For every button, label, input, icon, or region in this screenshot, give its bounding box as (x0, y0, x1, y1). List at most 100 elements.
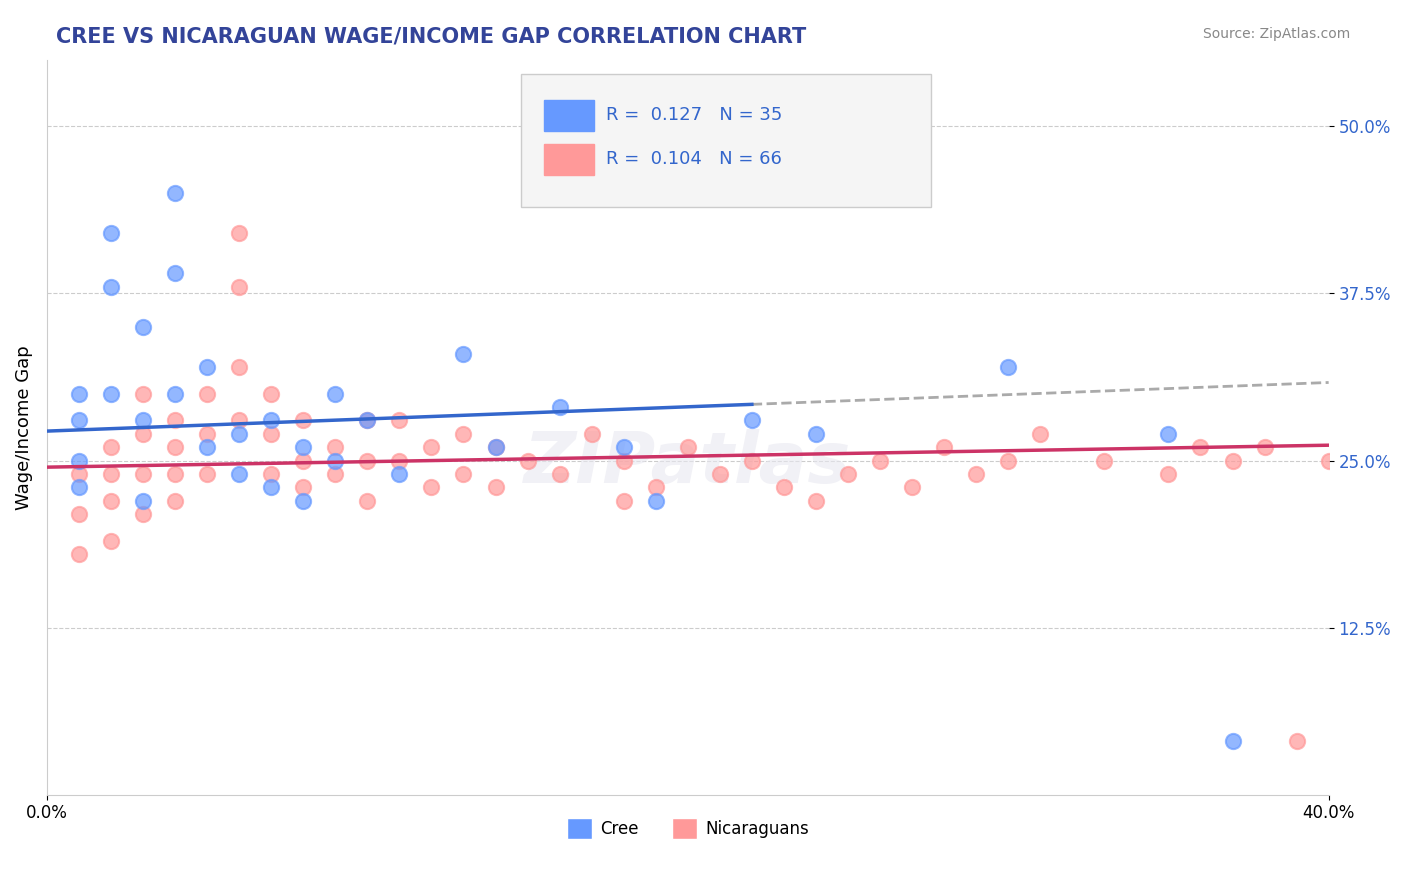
Text: R =  0.104   N = 66: R = 0.104 N = 66 (606, 150, 782, 168)
Point (965, 467, 987, 481)
Point (1157, 426, 1180, 441)
Point (195, 467, 218, 481)
Point (997, 359, 1019, 374)
Point (484, 480, 506, 494)
Point (260, 467, 283, 481)
Point (323, 440, 346, 454)
Y-axis label: Wage/Income Gap: Wage/Income Gap (15, 345, 32, 509)
Point (516, 453, 538, 467)
Point (165, 413, 187, 427)
Point (165, 493, 187, 508)
Point (67, 467, 90, 481)
Point (1253, 440, 1275, 454)
Point (132, 507, 155, 521)
Point (613, 440, 636, 454)
Point (356, 413, 378, 427)
Point (67, 413, 90, 427)
Text: R =  0.127   N = 35: R = 0.127 N = 35 (606, 106, 782, 124)
Point (132, 493, 155, 508)
Point (67, 480, 90, 494)
Point (997, 453, 1019, 467)
Point (420, 440, 443, 454)
Point (260, 426, 283, 441)
Point (165, 267, 187, 281)
Point (356, 493, 378, 508)
Point (292, 440, 315, 454)
Point (292, 453, 315, 467)
Point (484, 440, 506, 454)
Point (1285, 734, 1308, 748)
Point (548, 400, 571, 414)
Point (613, 493, 636, 508)
FancyBboxPatch shape (544, 145, 595, 175)
Point (228, 467, 250, 481)
Point (260, 386, 283, 401)
Point (420, 480, 443, 494)
Point (453, 426, 475, 441)
FancyBboxPatch shape (544, 100, 595, 131)
Point (323, 453, 346, 467)
Point (581, 426, 603, 441)
Point (901, 480, 924, 494)
Text: CREE VS NICARAGUAN WAGE/INCOME GAP CORRELATION CHART: CREE VS NICARAGUAN WAGE/INCOME GAP CORRE… (56, 27, 807, 46)
Point (195, 440, 218, 454)
Point (165, 386, 187, 401)
Point (228, 359, 250, 374)
Point (132, 386, 155, 401)
Point (1157, 467, 1180, 481)
Point (773, 480, 796, 494)
Point (388, 453, 411, 467)
Legend: Cree, Nicaraguans: Cree, Nicaraguans (560, 812, 815, 846)
Point (100, 467, 122, 481)
Point (709, 467, 731, 481)
Point (260, 480, 283, 494)
Point (165, 186, 187, 201)
Point (100, 280, 122, 294)
Point (292, 480, 315, 494)
Point (932, 440, 955, 454)
Point (804, 426, 827, 441)
Point (453, 467, 475, 481)
Point (388, 467, 411, 481)
Point (356, 453, 378, 467)
Point (1092, 453, 1115, 467)
Point (453, 346, 475, 360)
Point (100, 386, 122, 401)
Point (1317, 453, 1340, 467)
Point (67, 453, 90, 467)
Point (1222, 453, 1244, 467)
Point (132, 413, 155, 427)
Point (804, 493, 827, 508)
Text: Source: ZipAtlas.com: Source: ZipAtlas.com (1202, 27, 1350, 41)
Point (228, 227, 250, 241)
Point (165, 440, 187, 454)
Point (165, 467, 187, 481)
Point (837, 467, 859, 481)
Point (323, 386, 346, 401)
Point (323, 467, 346, 481)
Point (260, 413, 283, 427)
Point (676, 440, 699, 454)
Point (388, 413, 411, 427)
Point (132, 319, 155, 334)
Point (292, 413, 315, 427)
Point (741, 453, 763, 467)
Point (548, 467, 571, 481)
Point (67, 386, 90, 401)
Point (484, 440, 506, 454)
Point (1222, 734, 1244, 748)
Point (195, 426, 218, 441)
Point (228, 280, 250, 294)
Point (1189, 440, 1212, 454)
Point (869, 453, 891, 467)
Point (100, 493, 122, 508)
Point (228, 413, 250, 427)
Point (132, 467, 155, 481)
Point (67, 547, 90, 561)
FancyBboxPatch shape (522, 74, 931, 207)
Point (644, 493, 666, 508)
Point (741, 413, 763, 427)
Point (100, 533, 122, 548)
Point (292, 493, 315, 508)
Text: ZIPatlas: ZIPatlas (524, 429, 852, 499)
